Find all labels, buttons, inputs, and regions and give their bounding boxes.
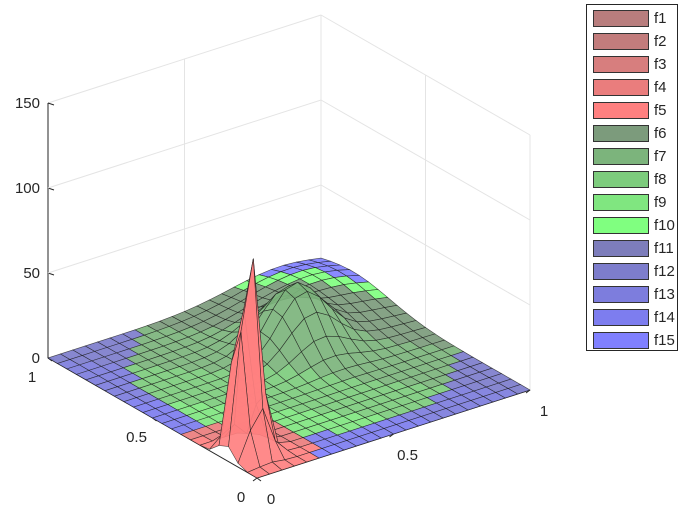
legend-label-f2: f2 [654,33,667,50]
legend-item-f7: f7 [593,147,677,167]
x-tick-mark [252,477,258,482]
legend-swatch-f11 [593,240,649,257]
legend-swatch-f1 [593,10,649,27]
surface-patch [246,466,271,479]
grid-z-line [47,99,531,221]
legend-swatch-f14 [593,309,649,326]
z-tick-mark [47,102,55,106]
z-tick-mark [47,187,55,191]
legend-label-f9: f9 [654,194,667,211]
legend-label-f11: f11 [654,240,674,257]
legend-item-f3: f3 [593,55,677,75]
grid-lines [47,59,531,330]
z-tick-50: 50 [23,265,40,282]
legend-label-f4: f4 [654,79,667,96]
y-tick-0.5: 0.5 [126,429,147,446]
legend-swatch-f4 [593,79,649,96]
legend-item-f2: f2 [593,32,677,52]
legend-label-f15: f15 [654,332,675,349]
legend-label-f8: f8 [654,171,667,188]
legend-label-f10: f10 [654,217,675,234]
x-tick-1: 1 [540,403,548,420]
legend-item-f11: f11 [593,239,677,259]
legend-label-f13: f13 [654,286,675,303]
legend-swatch-f9 [593,194,649,211]
legend-item-f15: f15 [593,331,677,351]
legend-item-f12: f12 [593,262,677,282]
legend-item-f5: f5 [593,101,677,121]
legend-swatch-f7 [593,148,649,165]
grid-z-line [47,184,531,306]
z-tick-mark [47,272,55,276]
y-tick-mark [256,477,262,482]
legend-label-f7: f7 [654,148,667,165]
z-tick-150: 150 [15,95,40,112]
legend-item-f14: f14 [593,308,677,328]
surface-mesh [47,257,531,479]
legend-label-f3: f3 [654,56,667,73]
legend-item-f8: f8 [593,170,677,190]
legend-label-f12: f12 [654,263,675,280]
legend-item-f6: f6 [593,124,677,144]
legend-label-f1: f1 [654,10,667,27]
legend-item-f10: f10 [593,216,677,236]
z-tick-100: 100 [15,180,40,197]
legend-item-f13: f13 [593,285,677,305]
legend-swatch-f6 [593,125,649,142]
legend-label-f14: f14 [654,309,675,326]
y-tick-1: 1 [28,369,36,386]
x-tick-0.5: 0.5 [397,447,418,464]
legend-item-f4: f4 [593,78,677,98]
legend-swatch-f8 [593,171,649,188]
tick-labels: 0 50 100 150 0 0.5 1 0 0.5 1 [15,95,548,508]
legend-label-f6: f6 [654,125,667,142]
x-tick-0: 0 [267,491,275,508]
legend-swatch-f12 [593,263,649,280]
legend-swatch-f3 [593,56,649,73]
z-tick-0: 0 [32,350,40,367]
legend-swatch-f13 [593,286,649,303]
legend: f1 f2 f3 f4 f5 f6 f7 f8 f9 f10 f11 f12 f… [586,4,678,351]
y-tick-0: 0 [237,489,245,506]
legend-swatch-f2 [593,33,649,50]
legend-swatch-f15 [593,332,649,349]
legend-label-f5: f5 [654,102,667,119]
legend-swatch-f10 [593,217,649,234]
legend-swatch-f5 [593,102,649,119]
legend-item-f9: f9 [593,193,677,213]
legend-item-f1: f1 [593,9,677,29]
